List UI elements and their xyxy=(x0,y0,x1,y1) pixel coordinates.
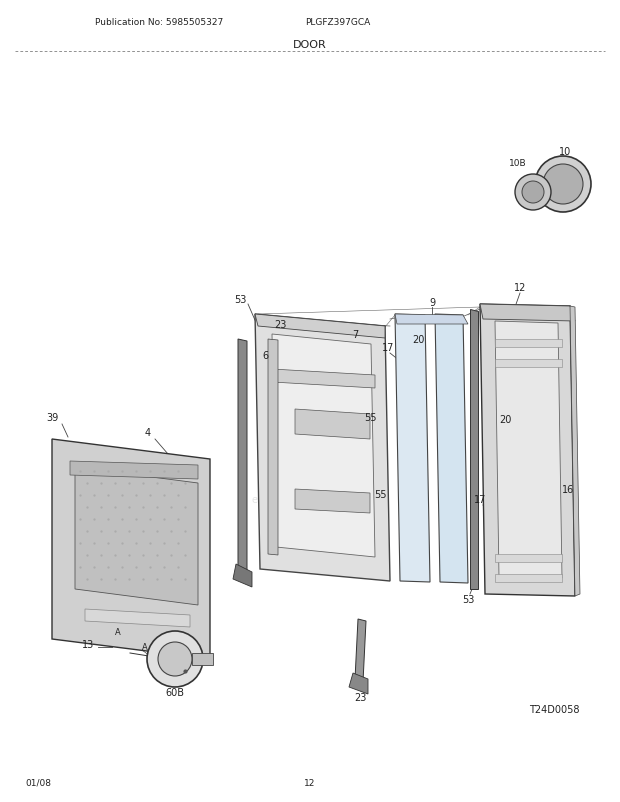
Text: 17: 17 xyxy=(474,494,486,504)
Polygon shape xyxy=(480,305,575,596)
Polygon shape xyxy=(233,565,252,587)
Text: 20: 20 xyxy=(412,334,424,345)
Text: 13: 13 xyxy=(82,639,94,649)
Polygon shape xyxy=(395,314,430,582)
Text: 60B: 60B xyxy=(166,687,185,697)
Circle shape xyxy=(522,182,544,204)
Text: A: A xyxy=(115,628,121,637)
Text: 16: 16 xyxy=(562,484,574,494)
Text: 7: 7 xyxy=(352,330,358,339)
Polygon shape xyxy=(295,410,370,439)
Circle shape xyxy=(158,642,192,676)
Polygon shape xyxy=(272,370,375,388)
Polygon shape xyxy=(52,439,210,659)
Text: T24D0058: T24D0058 xyxy=(529,704,580,714)
Polygon shape xyxy=(268,339,278,555)
Circle shape xyxy=(543,164,583,205)
Text: 4: 4 xyxy=(145,427,151,437)
Polygon shape xyxy=(192,653,213,665)
Polygon shape xyxy=(480,305,575,322)
Polygon shape xyxy=(295,489,370,513)
Polygon shape xyxy=(435,314,468,583)
Text: 55: 55 xyxy=(364,412,376,423)
Text: Publication No: 5985505327: Publication No: 5985505327 xyxy=(95,18,223,27)
Text: 12: 12 xyxy=(304,778,316,787)
Text: A: A xyxy=(142,642,148,652)
Text: 01/08: 01/08 xyxy=(25,778,51,787)
Text: DOOR: DOOR xyxy=(293,40,327,50)
Polygon shape xyxy=(70,461,198,480)
Polygon shape xyxy=(495,339,562,347)
Text: 12: 12 xyxy=(514,282,526,293)
Polygon shape xyxy=(495,574,562,582)
Polygon shape xyxy=(238,339,247,571)
Polygon shape xyxy=(570,306,580,596)
Text: 6: 6 xyxy=(262,350,268,361)
Polygon shape xyxy=(272,334,375,557)
Polygon shape xyxy=(75,468,198,606)
Polygon shape xyxy=(85,610,190,627)
Polygon shape xyxy=(495,322,562,578)
Text: 55: 55 xyxy=(374,489,386,500)
Circle shape xyxy=(515,175,551,211)
Text: 17: 17 xyxy=(382,342,394,353)
Text: 20: 20 xyxy=(499,415,511,424)
Polygon shape xyxy=(470,310,478,589)
Polygon shape xyxy=(495,554,562,562)
Polygon shape xyxy=(495,359,562,367)
Circle shape xyxy=(535,157,591,213)
Text: 10: 10 xyxy=(559,147,571,157)
Text: ereplacementparts.com: ereplacementparts.com xyxy=(252,494,368,504)
Polygon shape xyxy=(349,673,368,695)
Circle shape xyxy=(147,631,203,687)
Text: 23: 23 xyxy=(354,692,366,702)
Text: 23: 23 xyxy=(274,320,286,330)
Polygon shape xyxy=(355,619,366,683)
Text: PLGFZ397GCA: PLGFZ397GCA xyxy=(305,18,370,27)
Text: 10B: 10B xyxy=(509,158,527,168)
Text: 39: 39 xyxy=(46,412,58,423)
Polygon shape xyxy=(395,314,468,325)
Text: 9: 9 xyxy=(429,298,435,308)
Text: 53: 53 xyxy=(234,294,246,305)
Text: 53: 53 xyxy=(462,594,474,604)
Polygon shape xyxy=(255,314,390,581)
Polygon shape xyxy=(255,314,385,338)
